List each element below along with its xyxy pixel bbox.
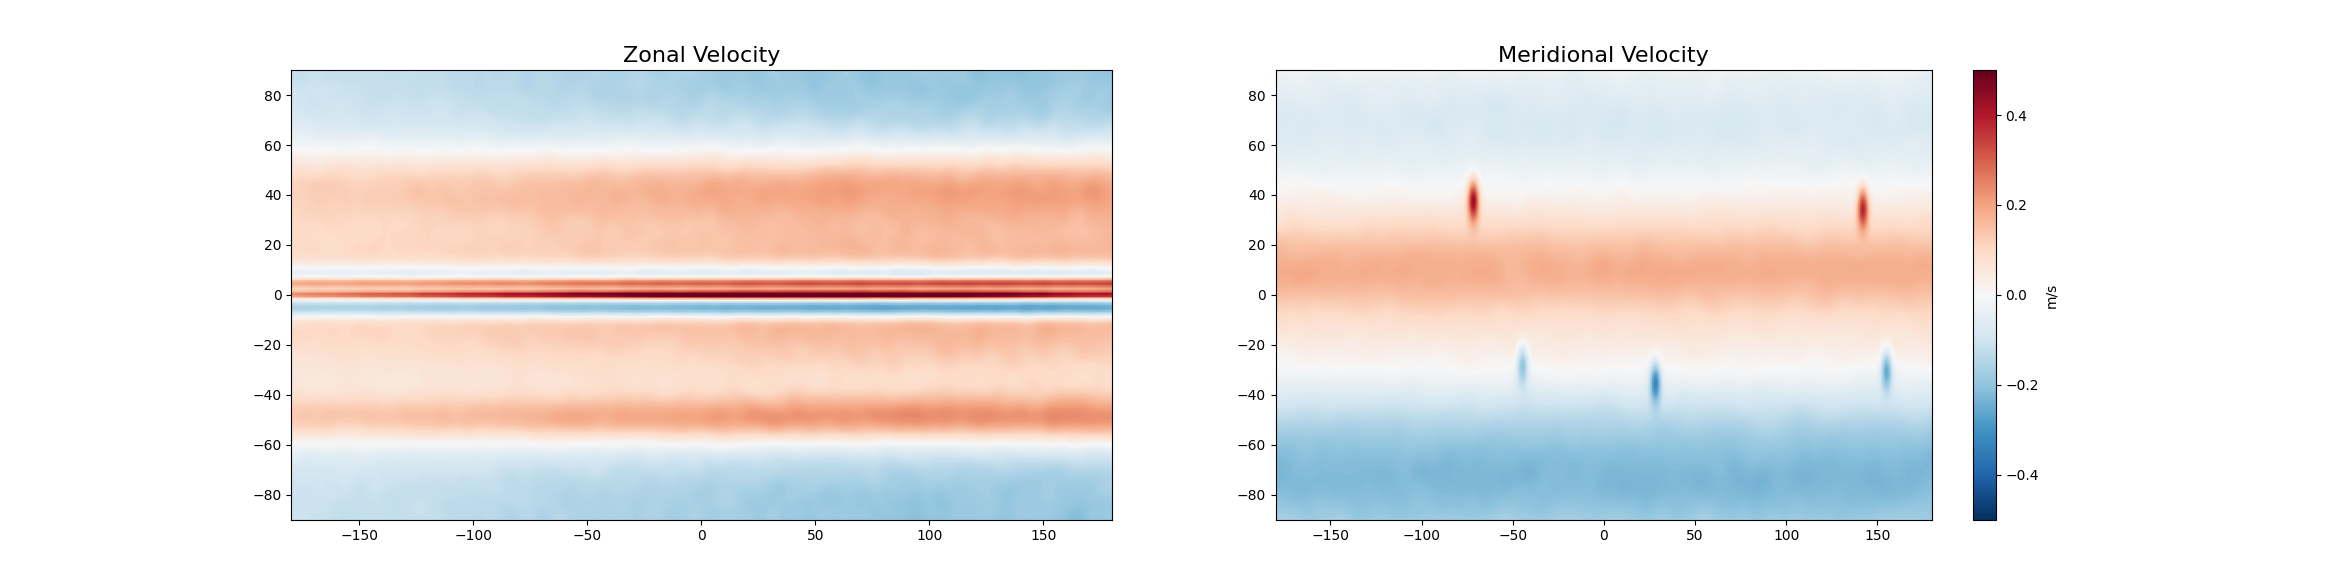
Title: Meridional Velocity: Meridional Velocity bbox=[1498, 46, 1709, 66]
Y-axis label: m/s: m/s bbox=[2045, 282, 2059, 308]
Title: Zonal Velocity: Zonal Velocity bbox=[622, 46, 780, 66]
